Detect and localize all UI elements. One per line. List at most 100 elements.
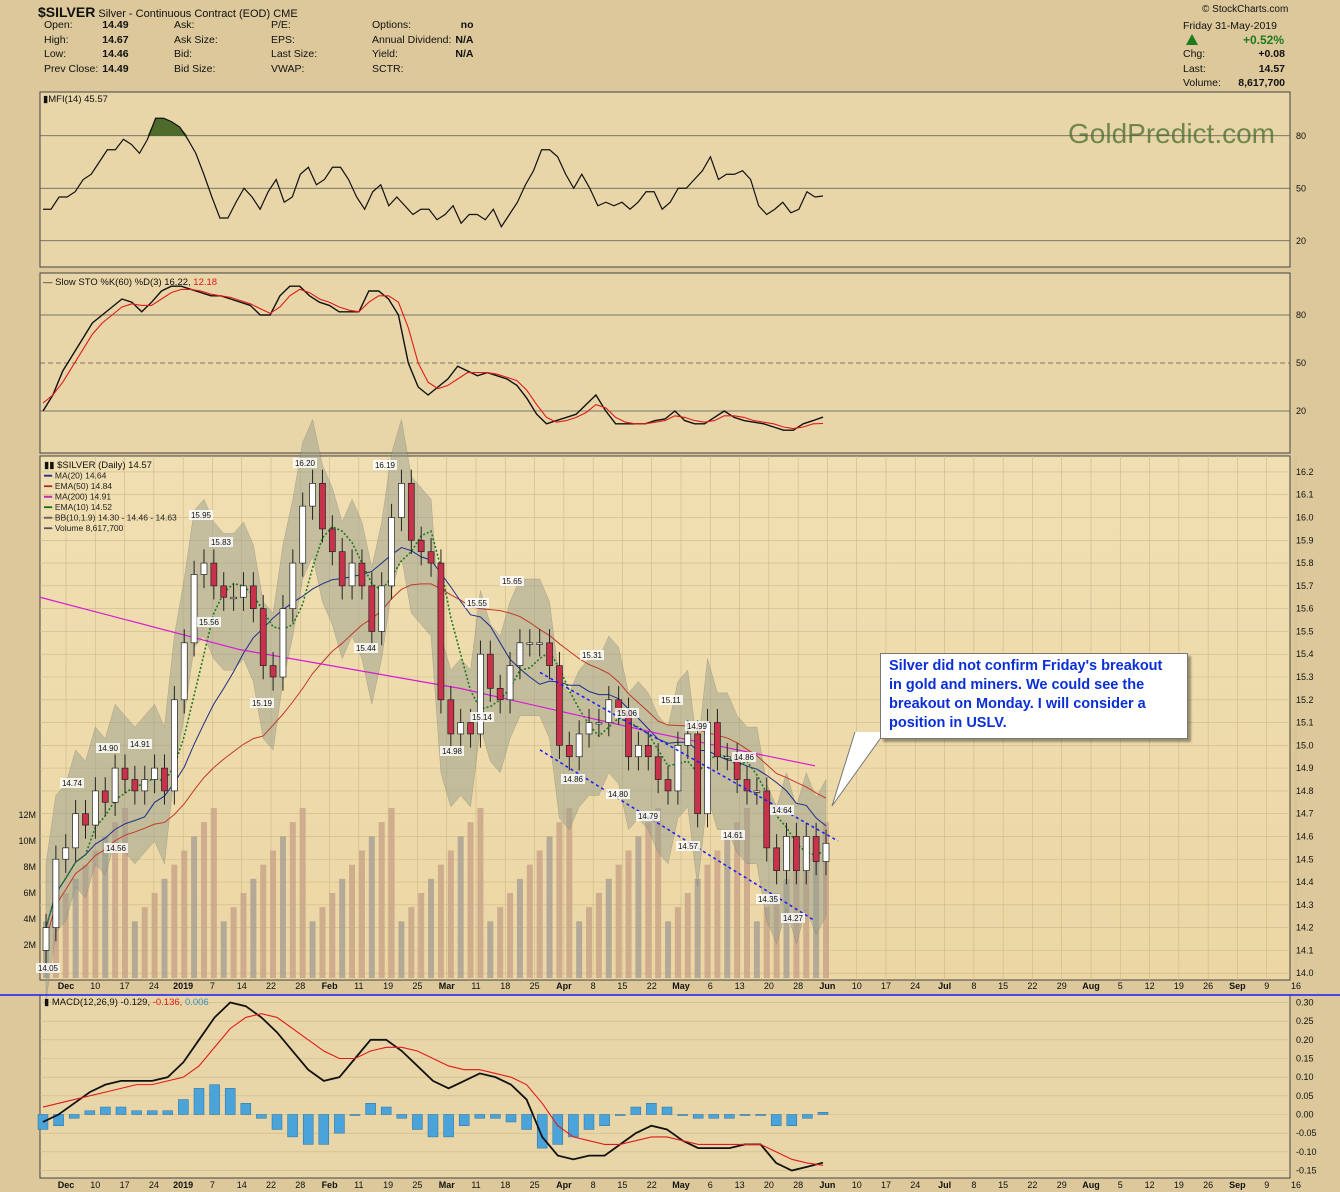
x-tick-label: 22: [647, 981, 657, 991]
price-label: 14.98: [442, 747, 463, 756]
price-label: 15.06: [617, 709, 638, 718]
candle-body: [447, 699, 455, 735]
macd-hist-bar: [490, 1114, 501, 1119]
volume-bar: [763, 907, 770, 978]
volume-bar: [92, 850, 99, 978]
symbol: $SILVER: [38, 4, 96, 20]
volume-bar: [566, 808, 573, 978]
volume-bar: [734, 822, 741, 978]
macd-line: [42, 1001, 824, 1172]
candle-body: [378, 585, 386, 632]
macd-hist-bar: [599, 1114, 610, 1126]
macd-hist-bar: [552, 1114, 564, 1145]
macd-hist-bar: [458, 1114, 470, 1126]
x-tick-label: Jun: [819, 981, 835, 991]
y-tick-label: -0.05: [1296, 1128, 1317, 1138]
price-label: 14.56: [106, 844, 127, 853]
x-tick-label: May: [672, 1180, 690, 1190]
y-tick-label: 20: [1296, 236, 1306, 246]
quote-value: 14.46: [102, 48, 129, 60]
volume-bar: [674, 907, 681, 978]
x-tick-label: 10: [852, 1180, 862, 1190]
x-tick-label: 15: [998, 1180, 1008, 1190]
volume-bar: [408, 907, 415, 978]
volume-label: 4M: [23, 914, 36, 924]
x-tick-label: 25: [530, 981, 540, 991]
price-label: 15.83: [211, 538, 232, 547]
volume-bar: [783, 878, 790, 978]
price-label-bg: [659, 695, 683, 705]
x-tick-label: Jul: [938, 1180, 951, 1190]
price-legend-item: — EMA(50) 14.84: [44, 481, 112, 491]
candle-body: [684, 733, 692, 746]
macd-hist-bar: [287, 1114, 298, 1138]
volume-bar: [497, 907, 504, 978]
volume-bar: [803, 850, 810, 978]
price-label-bg: [606, 789, 630, 799]
y-tick-label: 0.00: [1296, 1110, 1314, 1120]
panel-3: [39, 994, 1291, 1179]
macd-hist-bar: [100, 1106, 111, 1115]
macd-hist-bar: [770, 1114, 782, 1126]
price-label: 15.56: [199, 618, 220, 627]
candle-body: [180, 642, 188, 701]
x-tick-label: 28: [295, 981, 305, 991]
macd-hist-bar: [193, 1088, 205, 1115]
y-tick-label: 50: [1296, 183, 1306, 193]
y-tick-label: 14.4: [1296, 877, 1314, 887]
annotation-note: Silver did not confirm Friday's breakout…: [880, 653, 1188, 739]
price-legend-item: — MA(200) 14.91: [44, 492, 111, 502]
volume-bar: [744, 808, 751, 978]
price-label: 14.27: [783, 914, 804, 923]
quote-label: High:: [44, 33, 69, 46]
x-tick-label: 7: [210, 981, 215, 991]
x-tick-label: 2019: [173, 981, 193, 991]
volume-bar: [210, 808, 217, 978]
volume-bar: [349, 864, 356, 978]
quote-value: +0.08: [1258, 48, 1285, 60]
price-label-bg: [354, 643, 378, 653]
price-label-bg: [60, 778, 84, 788]
price-label: 14.79: [638, 812, 659, 821]
x-tick-label: 6: [708, 1180, 713, 1190]
candle-body: [190, 574, 198, 644]
candle-body: [674, 744, 682, 792]
volume-bar: [694, 878, 701, 978]
candle-body: [802, 836, 810, 871]
chart-title: $SILVER Silver - Continuous Contract (EO…: [38, 4, 298, 20]
candle-body: [299, 505, 307, 564]
x-tick-label: 22: [647, 1180, 657, 1190]
macd-hist-bar: [786, 1114, 798, 1126]
x-tick-label: 24: [910, 1180, 920, 1190]
exchange: CME: [273, 8, 298, 20]
y-tick-label: 15.6: [1296, 604, 1314, 614]
volume-bar: [319, 907, 326, 978]
candle-body: [200, 562, 208, 575]
candle-body: [437, 562, 445, 701]
candle-body: [82, 813, 89, 826]
candle-body: [635, 744, 642, 758]
ma200-line: [39, 596, 816, 767]
x-tick-label: Mar: [439, 981, 456, 991]
candle-body: [773, 847, 780, 871]
price-legend-item: ▮▮ $SILVER (Daily) 14.57: [44, 460, 152, 471]
candle-body: [575, 733, 583, 758]
quote-table-3: P/E: EPS: Last Size: VWAP:: [271, 18, 339, 76]
volume-bar: [605, 878, 612, 978]
volume-bar: [260, 864, 267, 978]
macd-hist-bar: [131, 1110, 142, 1115]
x-tick-label: 11: [354, 1180, 363, 1190]
candle-body: [516, 642, 524, 666]
y-tick-label: 15.0: [1296, 740, 1314, 750]
volume-bar: [645, 822, 652, 978]
candle-body: [279, 608, 287, 678]
x-tick-label: 14: [237, 1180, 247, 1190]
volume-bar: [339, 878, 346, 978]
volume-bar: [240, 893, 247, 978]
volume-bar: [151, 893, 158, 978]
quote-value: 14.67: [102, 33, 129, 46]
x-tick-label: Feb: [322, 1180, 339, 1190]
x-tick-label: Jun: [819, 1180, 835, 1190]
quote-label: Yield:: [372, 48, 398, 60]
